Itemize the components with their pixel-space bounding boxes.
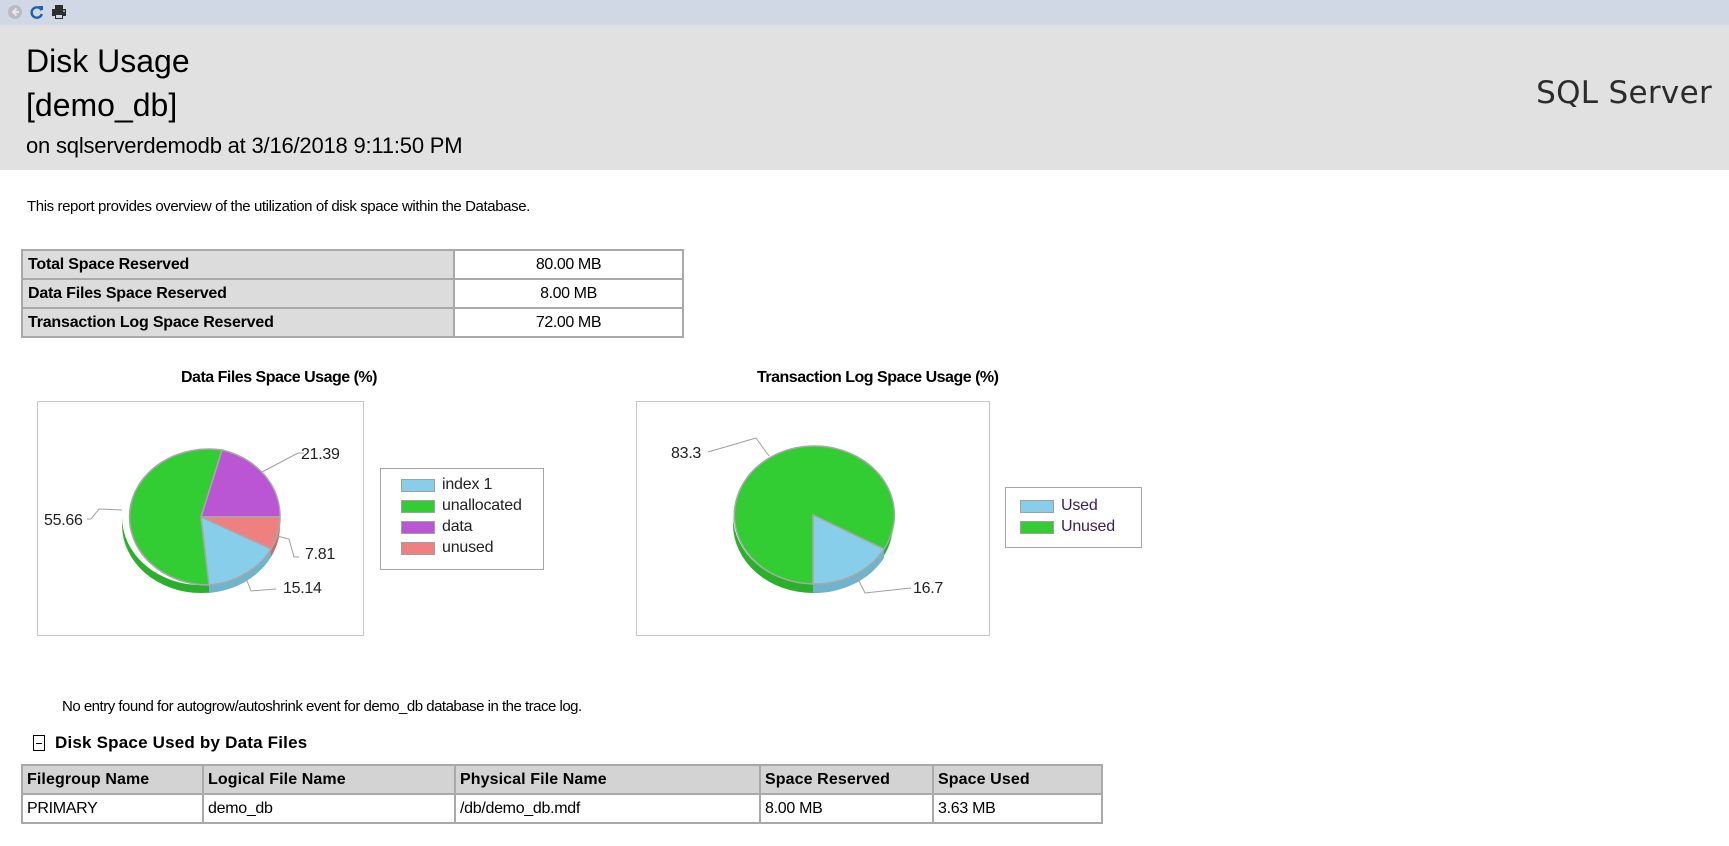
legend-label: Used <box>1061 497 1098 514</box>
summary-label: Transaction Log Space Reserved <box>21 307 455 338</box>
legend-swatch <box>401 499 435 513</box>
autogrow-trace-note: No entry found for autogrow/autoshrink e… <box>62 698 582 715</box>
report-subtitle: on sqlserverdemodb at 3/16/2018 9:11:50 … <box>26 133 463 158</box>
legend-swatch <box>1020 499 1054 513</box>
pie-label-unallocated: 55.66 <box>44 512 83 529</box>
transaction-log-legend: Used Unused <box>1005 487 1142 548</box>
table-row: PRIMARY demo_db /db/demo_db.mdf 8.00 MB … <box>21 793 1103 824</box>
legend-item-unused: unused <box>401 538 493 558</box>
legend-label: unallocated <box>442 497 522 514</box>
back-button[interactable] <box>7 4 23 20</box>
legend-label: data <box>442 518 473 535</box>
table-cell: 8.00 MB <box>759 793 934 824</box>
legend-label: unused <box>442 539 494 556</box>
legend-swatch <box>401 478 435 492</box>
data-files-pie-chart: 21.39 55.66 7.81 15.14 <box>37 401 364 636</box>
pie-label-data: 21.39 <box>301 446 340 463</box>
summary-label: Data Files Space Reserved <box>21 278 455 309</box>
table-cell: /db/demo_db.mdf <box>454 793 761 824</box>
pie-label-index-1: 15.14 <box>283 580 322 597</box>
summary-value: 72.00 MB <box>453 307 684 338</box>
refresh-icon <box>30 6 43 19</box>
pie-label-used: 16.7 <box>913 580 943 597</box>
data-files-chart-title: Data Files Space Usage (%) <box>181 369 377 386</box>
data-files-table: Filegroup Name Logical File Name Physica… <box>21 764 1103 824</box>
refresh-button[interactable] <box>29 4 45 20</box>
summary-table: Total Space Reserved 80.00 MB Data Files… <box>21 249 684 338</box>
pie-chart-graphic: 21.39 55.66 7.81 15.14 <box>44 446 340 597</box>
table-row: Total Space Reserved 80.00 MB <box>21 249 684 280</box>
legend-item-index-1: index 1 <box>401 475 492 495</box>
print-button[interactable] <box>51 4 67 20</box>
pie-label-unused: 7.81 <box>305 546 335 563</box>
summary-value: 8.00 MB <box>453 278 684 309</box>
data-files-legend: index 1 unallocated data unused <box>380 468 544 570</box>
table-row: Data Files Space Reserved 8.00 MB <box>21 278 684 309</box>
summary-label: Total Space Reserved <box>21 249 455 280</box>
legend-swatch <box>1020 520 1054 534</box>
column-header: Filegroup Name <box>21 764 204 795</box>
column-header: Space Reserved <box>759 764 934 795</box>
report-toolbar <box>0 0 1729 25</box>
column-header: Space Used <box>932 764 1103 795</box>
column-header: Logical File Name <box>202 764 456 795</box>
legend-item-data: data <box>401 517 473 537</box>
collapse-icon[interactable] <box>33 735 45 751</box>
report-title: Disk Usage <box>26 43 190 79</box>
report-header: Disk Usage [demo_db] on sqlserverdemodb … <box>0 25 1729 170</box>
table-header-row: Filegroup Name Logical File Name Physica… <box>21 764 1103 795</box>
legend-label: index 1 <box>442 476 493 493</box>
legend-label: Unused <box>1061 518 1115 535</box>
summary-value: 80.00 MB <box>453 249 684 280</box>
database-name: [demo_db] <box>26 87 178 123</box>
legend-swatch <box>401 520 435 534</box>
table-cell: 3.63 MB <box>932 793 1103 824</box>
section-title: Disk Space Used by Data Files <box>55 733 308 752</box>
table-cell: demo_db <box>202 793 456 824</box>
brand-logo: SQL Server <box>1536 75 1712 111</box>
legend-item-used: Used <box>1020 496 1098 516</box>
column-header: Physical File Name <box>454 764 761 795</box>
legend-item-unused: Unused <box>1020 517 1115 537</box>
table-cell: PRIMARY <box>21 793 204 824</box>
report-description: This report provides overview of the uti… <box>27 198 530 215</box>
printer-icon <box>52 5 66 19</box>
table-row: Transaction Log Space Reserved 72.00 MB <box>21 307 684 338</box>
pie-chart-graphic: 83.3 16.7 <box>671 437 944 597</box>
transaction-log-pie-chart: 83.3 16.7 <box>636 401 990 636</box>
legend-item-unallocated: unallocated <box>401 496 522 516</box>
back-arrow-icon <box>8 5 22 19</box>
legend-swatch <box>401 541 435 555</box>
transaction-log-chart-title: Transaction Log Space Usage (%) <box>757 369 999 386</box>
pie-label-unused: 83.3 <box>671 445 701 462</box>
data-files-section-toggle[interactable]: Disk Space Used by Data Files <box>33 733 307 753</box>
